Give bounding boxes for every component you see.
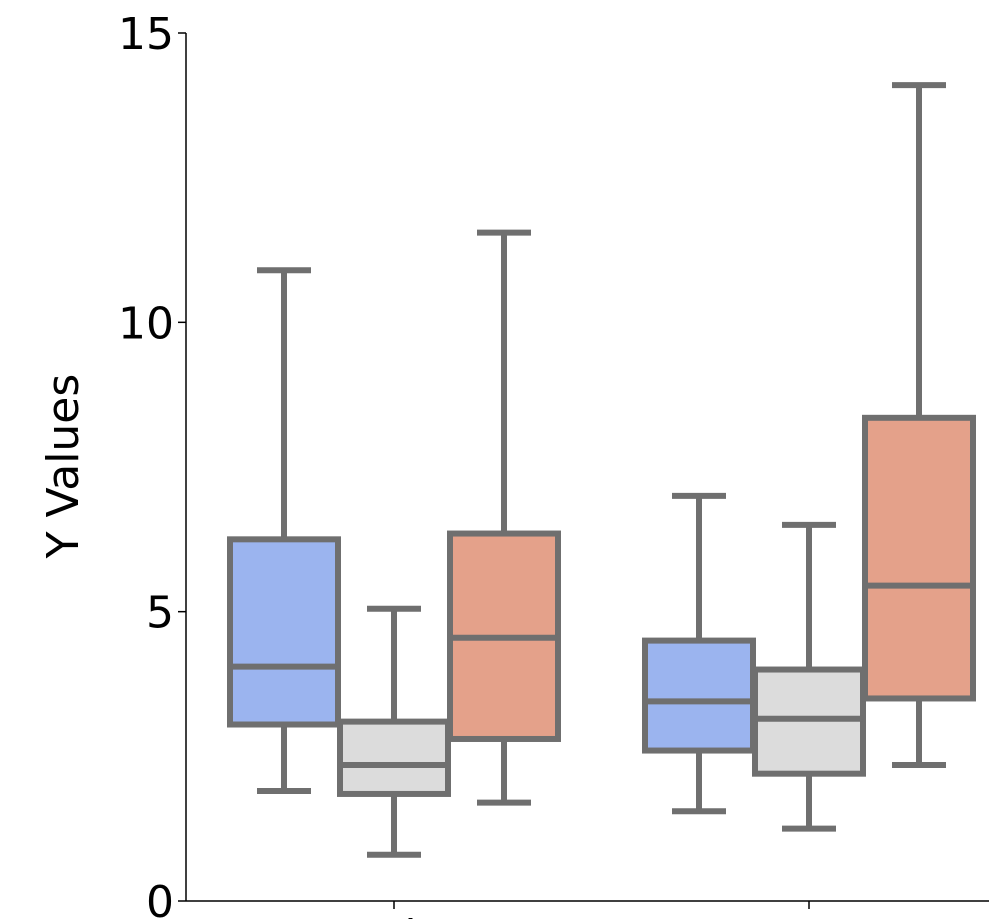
boxes-layer bbox=[227, 82, 976, 858]
box-hi-3 bbox=[447, 229, 561, 806]
box-hi-2 bbox=[337, 605, 451, 858]
box-body bbox=[337, 718, 451, 797]
box-body bbox=[642, 637, 756, 754]
y-axis-title: Y Values bbox=[38, 374, 89, 560]
y-tick-label: 0 bbox=[146, 877, 174, 919]
y-tick-label: 15 bbox=[118, 9, 174, 60]
y-tick-label: 10 bbox=[118, 298, 174, 349]
box-ka-3 bbox=[862, 82, 976, 769]
x-tick-label: Hi bbox=[371, 911, 416, 919]
x-tick-label: Ka bbox=[781, 911, 836, 919]
box-hi-1 bbox=[227, 267, 341, 795]
box-ka-1 bbox=[642, 492, 756, 815]
box-body bbox=[862, 414, 976, 702]
box-body bbox=[227, 536, 341, 728]
box-ka-2 bbox=[752, 521, 866, 832]
y-tick-label: 5 bbox=[146, 588, 174, 639]
axes-layer: 0 5 10 15 Hi Ka bbox=[118, 9, 989, 919]
